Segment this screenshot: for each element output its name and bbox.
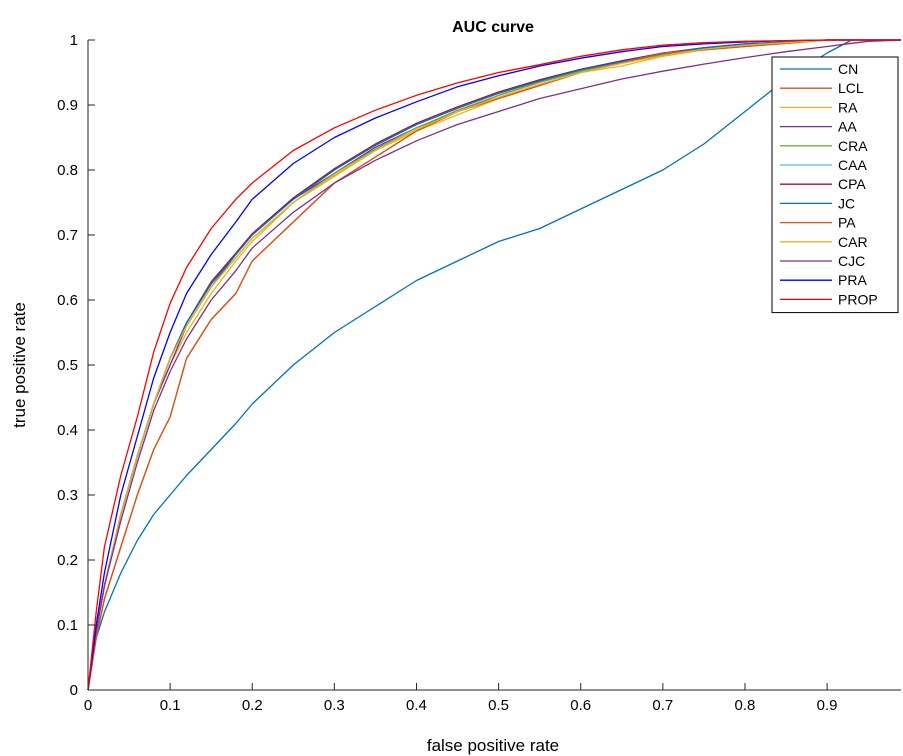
legend-label: CAA xyxy=(838,157,867,173)
chart-title: AUC curve xyxy=(452,19,534,36)
legend-label: CPA xyxy=(838,176,866,192)
legend-label: RA xyxy=(838,99,858,115)
legend-label: CAR xyxy=(838,234,868,250)
y-axis: 0 0.1 0.2 0.3 0.4 0.5 0.6 0.7 0.8 0.9 1 xyxy=(57,32,95,699)
x-tick-label: 0.3 xyxy=(324,697,345,714)
legend-label: JC xyxy=(838,195,855,211)
legend: CN LCL RA AA CRA CAA CPA JC PA CAR CJC PRA PROP xyxy=(771,56,899,314)
y-tick-label: 0.9 xyxy=(57,97,78,114)
legend-label: CN xyxy=(838,61,858,77)
x-tick-label: 0.8 xyxy=(735,697,756,714)
y-tick-label: 0.5 xyxy=(57,357,78,374)
legend-label: PRA xyxy=(838,272,867,288)
y-tick-label: 0.7 xyxy=(57,227,78,244)
plot-area xyxy=(87,39,902,691)
y-tick-label: 0.6 xyxy=(57,292,78,309)
x-tick-label: 0.6 xyxy=(570,697,591,714)
x-tick-label: 0.7 xyxy=(652,697,673,714)
y-tick-label: 0.3 xyxy=(57,487,78,504)
y-tick-label: 0 xyxy=(70,682,78,699)
x-tick-label: 0.9 xyxy=(817,697,838,714)
series-line-prop xyxy=(87,39,901,691)
x-axis-label: false positive rate xyxy=(427,736,559,755)
x-tick-label: 0.1 xyxy=(160,697,181,714)
y-tick-label: 0.4 xyxy=(57,422,78,439)
y-tick-label: 0.8 xyxy=(57,162,78,179)
series-line-car xyxy=(87,39,901,691)
y-tick-label: 0.2 xyxy=(57,552,78,569)
x-tick-label: 0.2 xyxy=(242,697,263,714)
legend-label: LCL xyxy=(838,80,864,96)
series-line-cjc xyxy=(87,39,902,691)
y-tick-label: 0.1 xyxy=(57,617,78,634)
series-line-cn xyxy=(87,39,901,691)
legend-label: PROP xyxy=(838,291,878,307)
legend-label: CRA xyxy=(838,138,868,154)
y-tick-label: 1 xyxy=(70,32,78,49)
legend-label: PA xyxy=(838,215,856,231)
x-tick-label: 0.4 xyxy=(406,697,427,714)
x-tick-label: 0 xyxy=(84,697,92,714)
x-tick-label: 0.5 xyxy=(488,697,509,714)
x-axis: 0 0.1 0.2 0.3 0.4 0.5 0.6 0.7 0.8 0.9 xyxy=(84,683,838,714)
y-axis-label: true positive rate xyxy=(10,302,29,428)
legend-label: CJC xyxy=(838,253,865,269)
legend-label: AA xyxy=(838,119,857,135)
series-line-pa xyxy=(87,39,901,691)
